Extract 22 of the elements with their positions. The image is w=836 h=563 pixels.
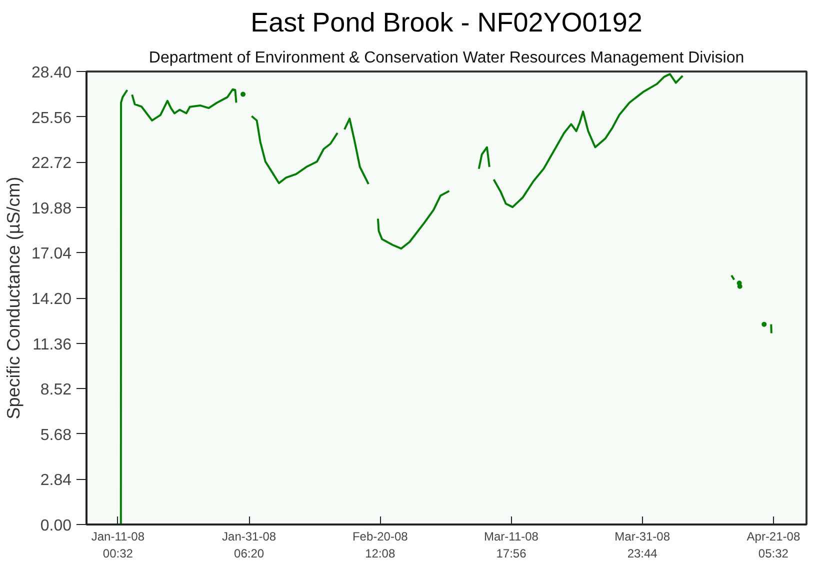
x-tick-label: Feb-20-08 12:08 [352, 530, 408, 560]
y-tick-label: 17.04 [31, 246, 72, 263]
chart-title: East Pond Brook - NF02YO0192 [250, 8, 642, 38]
y-axis-title: Specific Conductance (µS/cm) [3, 176, 24, 420]
point [240, 92, 246, 97]
x-tick-label: Mar-31-08 23:44 [614, 530, 670, 560]
y-tick-label: 11.36 [32, 336, 72, 354]
y-tick-label: 5.68 [40, 426, 72, 444]
y-tick-label: 2.84 [40, 472, 72, 490]
x-tick-label: Jan-31-08 06:20 [222, 530, 276, 560]
x-tick-label: Apr-21-08 05:32 [746, 530, 800, 560]
x-tick-label: Jan-11-08 00:32 [91, 530, 145, 560]
y-tick-label: 19.88 [31, 200, 72, 218]
chart-subtitle: Department of Environment & Conservation Water Resources Management Division [148, 50, 744, 66]
point [762, 322, 767, 327]
y-tick-label: 8.52 [40, 382, 72, 399]
y-tick-label: 28.40 [31, 64, 72, 82]
y-tick-label: 22.72 [31, 155, 72, 172]
x-tick-label: Mar-11-08 17:56 [484, 530, 539, 560]
y-tick-label: 0.00 [40, 518, 72, 534]
y-tick-label: 14.20 [31, 291, 72, 308]
y-tick-label: 25.56 [31, 110, 72, 127]
